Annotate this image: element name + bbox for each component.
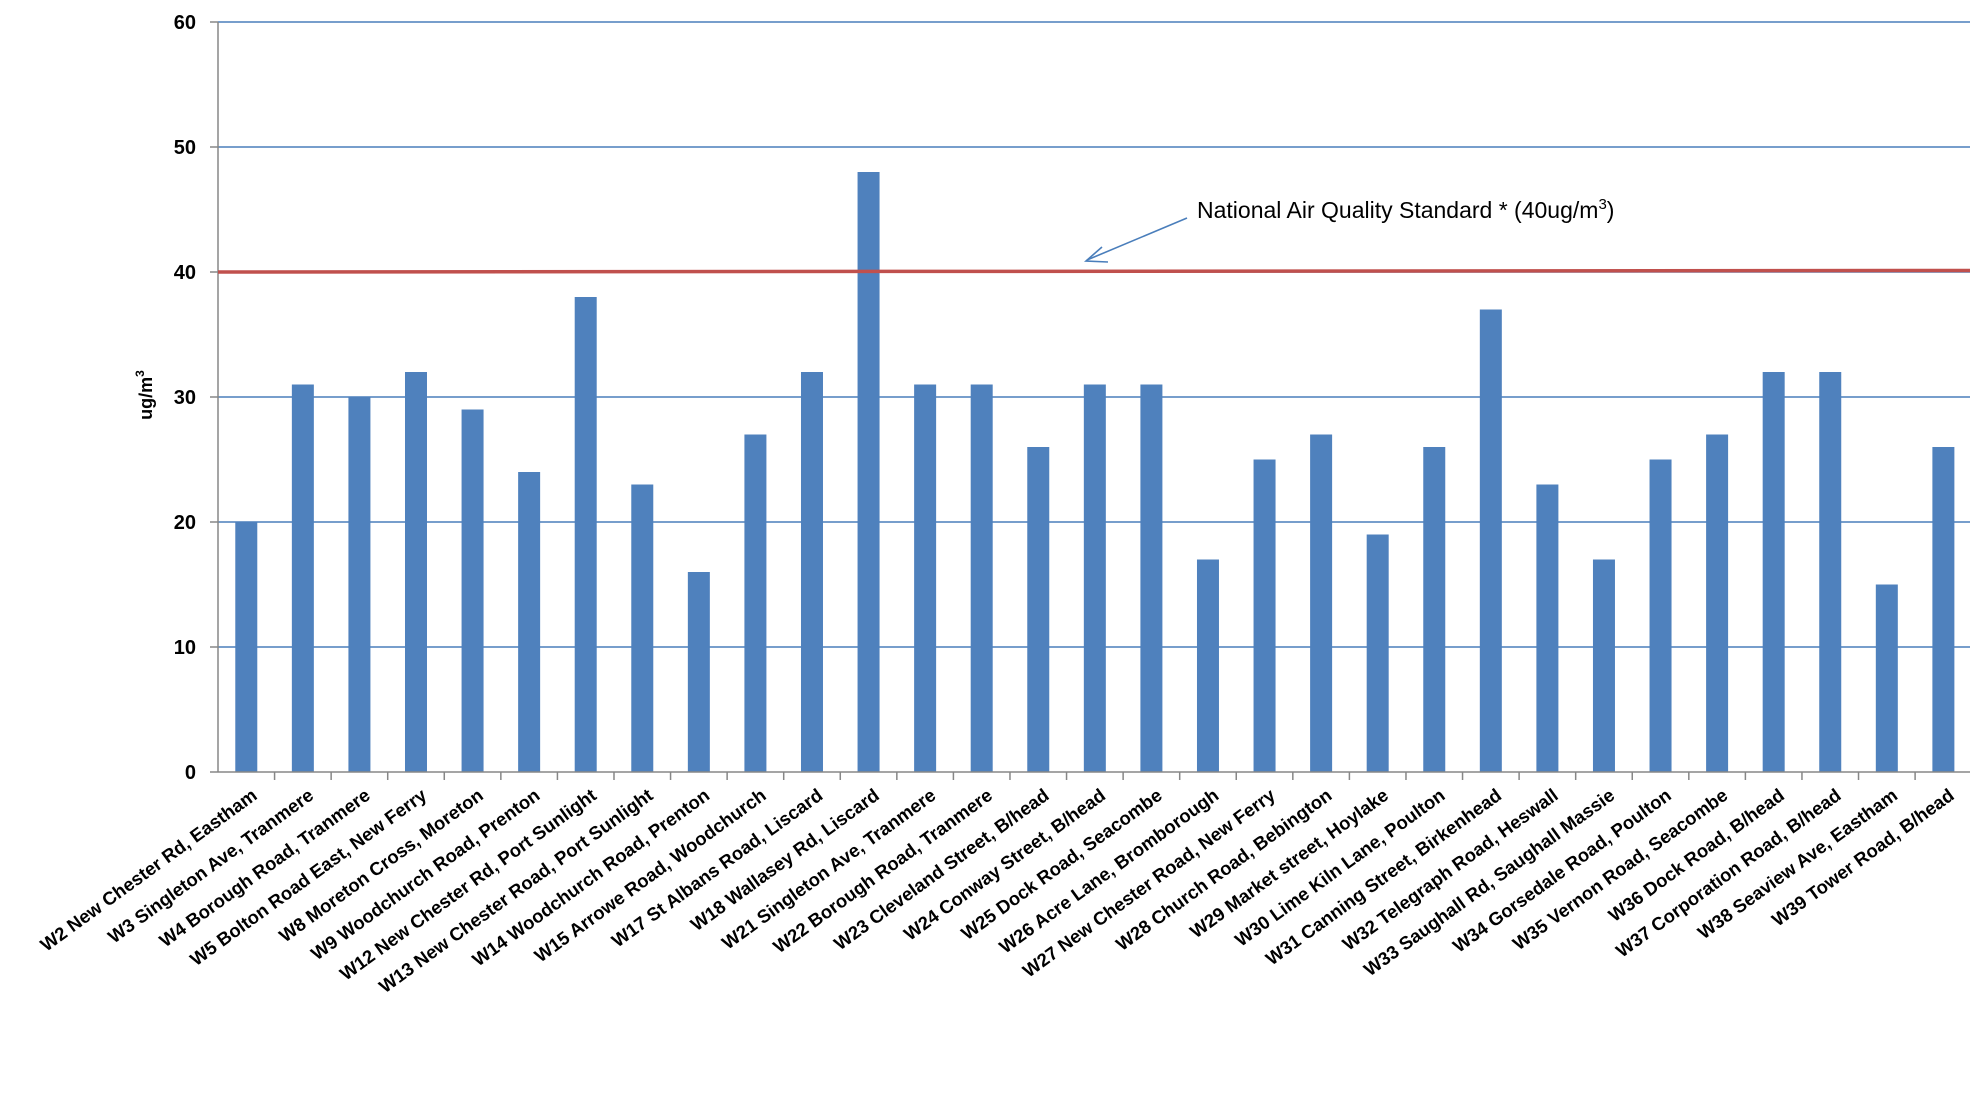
y-tick-label: 0 (185, 762, 196, 784)
reference-line-label: National Air Quality Standard * (40ug/m3… (1197, 196, 1614, 223)
y-tick-label: 20 (174, 512, 196, 534)
bar (744, 434, 767, 772)
bar (518, 472, 541, 772)
bar (404, 372, 427, 772)
bar (1762, 372, 1785, 772)
reference-annotation: National Air Quality Standard * (40ug/m3… (1083, 196, 1614, 263)
bar (1819, 372, 1842, 772)
y-tick-label: 10 (174, 637, 196, 659)
bar (1083, 384, 1106, 772)
bar (1366, 534, 1389, 772)
bar (1310, 434, 1333, 772)
bar (1423, 447, 1446, 772)
bar (291, 384, 314, 772)
bar (1196, 559, 1219, 772)
bar (1140, 384, 1163, 772)
annotation-arrow (1086, 217, 1188, 261)
bar (1649, 459, 1672, 772)
y-tick-label: 50 (174, 137, 196, 159)
bar (687, 572, 710, 772)
y-tick-label: 40 (174, 262, 196, 284)
bar (800, 372, 823, 772)
y-tick-label: 60 (174, 12, 196, 34)
bar (1027, 447, 1050, 772)
y-axis-title: ug/m3 (133, 370, 156, 420)
y-tick-label: 30 (174, 387, 196, 409)
bar (1875, 584, 1898, 772)
bars (235, 172, 1955, 772)
bar (1253, 459, 1276, 772)
bar (631, 484, 654, 772)
bar (235, 522, 258, 772)
bar (1536, 484, 1559, 772)
bar (1592, 559, 1615, 772)
bar (970, 384, 993, 772)
bar (1706, 434, 1729, 772)
reference-line (217, 268, 1970, 274)
bar (348, 397, 371, 772)
bar (1479, 309, 1502, 772)
annotation-arrowhead (1083, 246, 1109, 263)
bar (914, 384, 937, 772)
bar (461, 409, 484, 772)
bar (1932, 447, 1955, 772)
bar (857, 172, 880, 772)
bar (574, 297, 597, 772)
reference-line-stroke (217, 268, 1970, 274)
y-axis-ticks: 0 10 20 30 40 50 60 (174, 12, 218, 784)
